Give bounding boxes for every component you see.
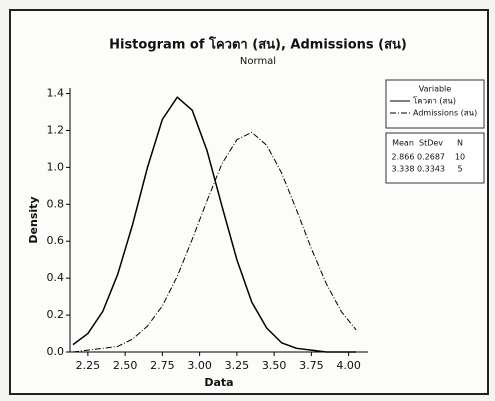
x-tick-label: 2.50 [113,359,138,372]
legend-title: Variable [419,85,451,94]
stats-box [385,132,485,184]
legend-label: Admissions (สน) [413,109,477,118]
chart-title: Histogram of โควตา (สน), Admissions (สน) [109,36,407,53]
x-tick-label: 3.00 [187,359,212,372]
chart-subtitle: Normal [240,56,276,67]
y-tick-label: 0.2 [47,308,65,321]
stats-header: N [457,139,463,148]
x-tick-label: 3.75 [299,359,324,372]
x-tick-label: 3.25 [225,359,250,372]
y-tick-label: 0.4 [47,271,65,284]
x-tick-label: 3.50 [262,359,287,372]
stats-cell: 5 [457,165,462,174]
y-tick-label: 1.2 [47,123,65,136]
legend-box [385,79,485,129]
series-line [72,96,357,353]
x-axis-label: Data [204,376,233,389]
stats-header: Mean [392,139,414,148]
y-tick-label: 0.8 [47,197,65,210]
stats-cell: 0.2687 [417,153,445,162]
legend-label: โควตา (สน) [413,96,456,106]
y-tick-label: 0.6 [47,234,65,247]
graph-frame [9,9,489,395]
y-axis-label: Density [27,196,40,243]
y-tick-label: 1.0 [47,160,65,173]
stats-header: StDev [419,139,443,148]
x-tick-label: 2.75 [150,359,175,372]
stats-cell: 3.338 [392,165,415,174]
x-tick-label: 4.00 [336,359,361,372]
stats-cell: 10 [455,153,465,162]
x-tick-label: 2.25 [76,359,101,372]
y-tick-label: 1.4 [47,87,65,100]
stats-cell: 0.3343 [417,165,445,174]
y-tick-label: 0.0 [47,345,65,358]
series-line [72,131,357,353]
stats-cell: 2.866 [392,153,415,162]
